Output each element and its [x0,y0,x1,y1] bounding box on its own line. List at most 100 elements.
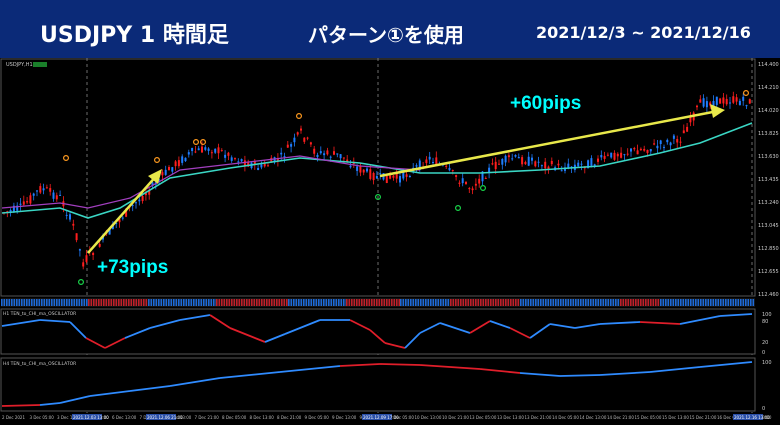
pips-annotation-1: +73pips [97,257,168,278]
strip-bar [26,299,28,306]
candle-body [217,147,220,154]
strip-bar [667,299,670,306]
candle-body [267,165,269,167]
candle-body [346,159,349,163]
strip-bar [28,299,31,306]
candle-body [540,165,543,167]
strip-bar [330,299,333,306]
strip-bar [173,299,175,306]
candle-body [435,157,438,165]
mt4-chart-window[interactable]: +73pips +60pips USDJPY,H1 114.400 114.210… [0,58,780,421]
candle-body [484,177,487,179]
strip-bar [635,299,637,306]
candle-body [319,151,322,154]
oscillator-2-segment [39,402,61,406]
candle-body [197,148,200,151]
strip-bar [442,299,445,306]
oscillator-1-segment [549,323,576,329]
candle-body [220,150,223,152]
candle-body [451,170,454,172]
strip-bar [492,299,495,306]
candle-body [45,187,48,189]
candle-body [590,158,593,166]
banner-title: USDJPY 1 時間足 [40,23,229,48]
candle-body [564,167,566,171]
signal-marker [62,154,69,161]
oscillator-1-segment [574,323,601,329]
strip-bar [582,299,585,306]
oscillator-2-segment [1,404,41,407]
strip-bar [358,299,361,306]
strip-bar [56,299,58,306]
spread-badge [33,62,47,67]
strip-bar [622,299,625,306]
strip-bar [675,299,677,306]
strip-bar [540,299,542,306]
oscillator-1-segment [124,327,151,339]
strip-bar [440,299,442,306]
strip-bar [178,299,180,306]
strip-bar [647,299,650,306]
strip-bar [100,299,103,306]
strip-bar [532,299,535,306]
candle-body [682,130,685,134]
candle-body [593,164,596,167]
strip-bar [507,299,510,306]
strip-bar [412,299,415,306]
strip-bar [462,299,465,306]
strip-bar [505,299,507,306]
strip-bar [61,299,63,306]
strip-bar [43,299,46,306]
oscillator-1-segment [264,333,286,343]
strip-bar [752,299,755,306]
strip-bar [13,299,16,306]
strip-bar [118,299,120,306]
strip-bar [585,299,587,306]
strip-bar [278,299,281,306]
candle-body [201,146,203,153]
strip-bar [371,299,373,306]
candle-body [672,135,675,139]
strip-bar [83,299,86,306]
candle-body [465,181,467,185]
strip-bar [652,299,655,306]
strip-bar [165,299,168,306]
candle-body [616,153,619,157]
strip-bar [110,299,113,306]
candle-body [488,167,491,173]
oscillator-1-line [1,313,753,349]
strip-bar [432,299,435,306]
candle-body [471,188,474,191]
candle-body [65,214,68,216]
candle-body [679,141,682,143]
strip-bar [665,299,667,306]
strip-bar [236,299,238,306]
time-tick: 9 Dec 13:00 [332,415,357,420]
strip-bar [128,299,130,306]
candle-body [633,148,636,150]
strip-bar [21,299,23,306]
strip-bar [23,299,26,306]
candle-body [478,178,481,184]
candle-body [92,252,95,256]
indicator1-label: H1 TEN_to_CHI_ma_OSCILLATOR [3,311,76,317]
strip-bar [338,299,340,306]
strip-bar [460,299,462,306]
strip-bar [133,299,135,306]
strip-bar [120,299,123,306]
candle-body [709,102,712,106]
strip-bar [46,299,48,306]
candle-body [606,154,609,156]
candle-body [577,162,580,167]
price-tick: 114.020 [758,108,779,114]
strip-bar [361,299,363,306]
strip-bar [592,299,595,306]
candle-body [121,217,124,219]
strip-bar [517,299,520,306]
strip-bar [320,299,323,306]
strip-bar [243,299,246,306]
strip-bar [268,299,271,306]
time-tick: 13 Dec 05:00 [470,415,497,420]
candle-body [722,97,725,104]
strip-bar [313,299,315,306]
